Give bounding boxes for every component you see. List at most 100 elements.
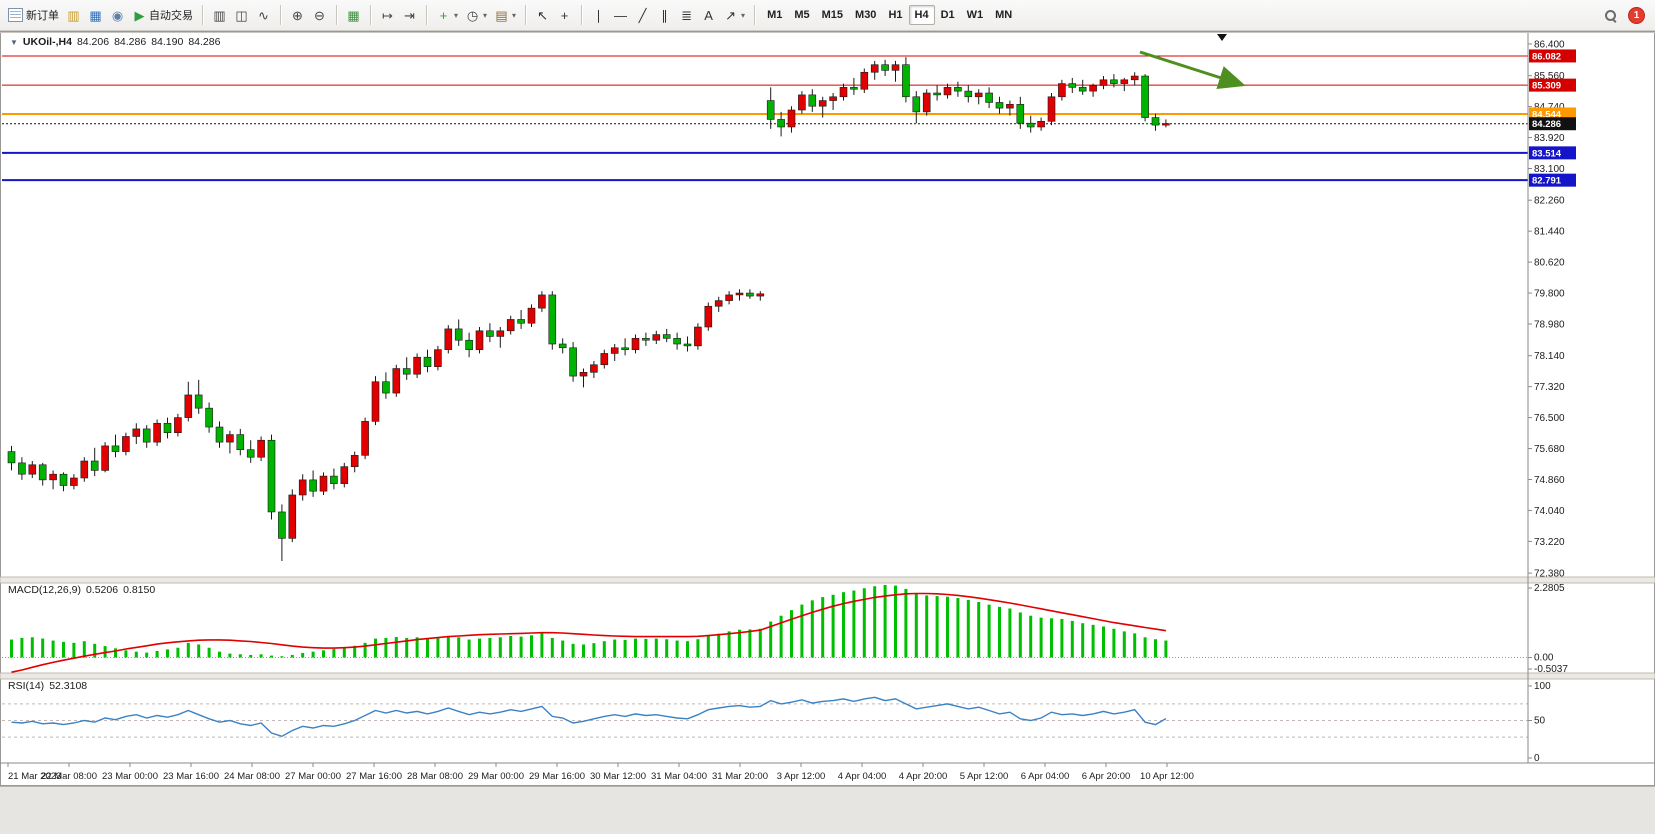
time-axis-label: 23 Mar 16:00 (163, 771, 219, 782)
candle (465, 332, 473, 358)
candle (330, 468, 338, 490)
svg-text:85.309: 85.309 (1532, 81, 1561, 92)
candle (694, 323, 702, 350)
trendline-button[interactable]: ╱ (632, 4, 654, 27)
timeframe-m30-button[interactable]: M30 (849, 5, 882, 25)
trend-arrow-annotation[interactable] (1139, 50, 1246, 90)
price-axis-label: 83.920 (1534, 133, 1565, 144)
charts-window-button[interactable]: ▦ (85, 4, 107, 27)
candle (350, 451, 359, 473)
level-price-badge (1529, 146, 1576, 160)
price-axis-label: 75.680 (1534, 444, 1565, 455)
zoom-out-button[interactable]: ⊖ (309, 4, 331, 27)
collapse-panel-icon[interactable]: ▼ (10, 37, 18, 47)
timeframe-d1-button[interactable]: D1 (935, 5, 961, 25)
tile-windows-icon: ▦ (347, 7, 360, 23)
arrow-object-icon: ↗ (725, 7, 736, 23)
candlestick-chart-button[interactable]: ◫ (231, 4, 253, 27)
crosshair-button[interactable]: + (554, 4, 576, 27)
timeframe-w1-button-label: W1 (966, 9, 984, 21)
new-order-button[interactable]: 新订单 (4, 4, 63, 27)
timeframe-h1-button[interactable]: H1 (882, 5, 908, 25)
bar-chart-button[interactable]: ▥ (209, 4, 231, 27)
chart-shift-button[interactable]: ⇥ (399, 4, 421, 27)
chart-plot-area[interactable] (2, 33, 1528, 578)
candle (756, 291, 765, 301)
auto-scroll-button[interactable]: ↦ (377, 4, 399, 27)
candle (142, 425, 151, 448)
candle (860, 68, 869, 94)
periods-button[interactable]: ◷ ▾ (462, 4, 491, 27)
candle (881, 59, 889, 77)
candle (995, 96, 1004, 114)
timeframe-m1-button[interactable]: M1 (761, 5, 788, 25)
ohlc-high: 84.286 (114, 36, 147, 48)
channel-button[interactable]: ∥ (654, 4, 676, 27)
arrows-button[interactable]: ↗ ▾ (720, 4, 749, 27)
profiles-button[interactable]: ▥ (63, 4, 85, 27)
cursor-arrow-icon: ↖ (537, 7, 548, 23)
templates-button[interactable]: ▤ ▾ (491, 4, 520, 27)
price-axis-label: 81.440 (1534, 227, 1565, 238)
tile-windows-button[interactable]: ▦ (343, 4, 365, 27)
panel-divider[interactable] (0, 576, 1655, 584)
candle (964, 85, 973, 103)
candle (590, 360, 598, 378)
candle (974, 89, 983, 105)
line-chart-button[interactable]: ∿ (253, 4, 275, 27)
candle (954, 81, 962, 97)
horizontal-line-button[interactable]: ― (610, 4, 632, 27)
sounds-button[interactable]: ◉ (107, 4, 129, 27)
zoom-in-button[interactable]: ⊕ (287, 4, 309, 27)
time-axis-label: 23 Mar 00:00 (102, 771, 158, 782)
timeframe-m5-button-label: M5 (794, 9, 810, 21)
candle (215, 421, 224, 448)
time-axis-label: 4 Apr 20:00 (899, 771, 948, 782)
time-marker-icon (1217, 34, 1227, 41)
candle (652, 330, 661, 344)
candle (610, 343, 619, 361)
candlestick-chart-icon: ◫ (235, 7, 248, 23)
timeframe-m15-button[interactable]: M15 (816, 5, 849, 25)
time-axis-label: 31 Mar 04:00 (651, 771, 707, 782)
level-price-badge (1529, 49, 1576, 63)
price-axis-label: 86.400 (1534, 39, 1565, 50)
notification-badge[interactable]: 1 (1628, 6, 1645, 24)
timeframe-w1-button[interactable]: W1 (961, 5, 990, 25)
candle (1026, 115, 1035, 133)
price-axis-label: 74.040 (1534, 506, 1565, 517)
toolbar-separator (202, 5, 204, 25)
toolbar-separator (336, 5, 338, 25)
candle (673, 332, 681, 350)
fibonacci-button[interactable]: ≣ (676, 4, 698, 27)
candle (319, 472, 328, 495)
candle (870, 60, 879, 80)
autotrading-button[interactable]: ▶ 自动交易 (129, 4, 197, 27)
candle (735, 289, 744, 301)
candle (1037, 117, 1045, 131)
timeframe-m15-button-label: M15 (821, 9, 844, 21)
sound-icon: ◉ (111, 7, 124, 23)
indicators-button[interactable]: + ▾ (433, 4, 462, 27)
chevron-down-icon: ▾ (512, 10, 517, 20)
cursor-button[interactable]: ↖ (532, 4, 554, 27)
timeframe-m5-button[interactable]: M5 (788, 5, 815, 25)
panel-divider[interactable] (0, 672, 1655, 680)
toolbar-separator (370, 5, 372, 25)
search-button[interactable] (1600, 4, 1622, 27)
template-icon: ▤ (495, 7, 508, 23)
candle (236, 428, 245, 456)
time-axis-label: 4 Apr 04:00 (838, 771, 887, 782)
timeframe-m30-button-label: M30 (855, 9, 877, 21)
timeframe-h4-button[interactable]: H4 (908, 5, 935, 25)
time-axis-label: 30 Mar 12:00 (590, 771, 646, 782)
status-bar-area (0, 786, 1655, 834)
price-axis-label: 78.980 (1534, 319, 1565, 330)
rsi-value: 52.3108 (49, 680, 88, 692)
ohlc-low: 84.190 (151, 36, 184, 48)
text-button[interactable]: A (698, 4, 720, 27)
vertical-line-button[interactable]: ∣ (588, 4, 610, 27)
timeframe-mn-button[interactable]: MN (989, 5, 1018, 25)
